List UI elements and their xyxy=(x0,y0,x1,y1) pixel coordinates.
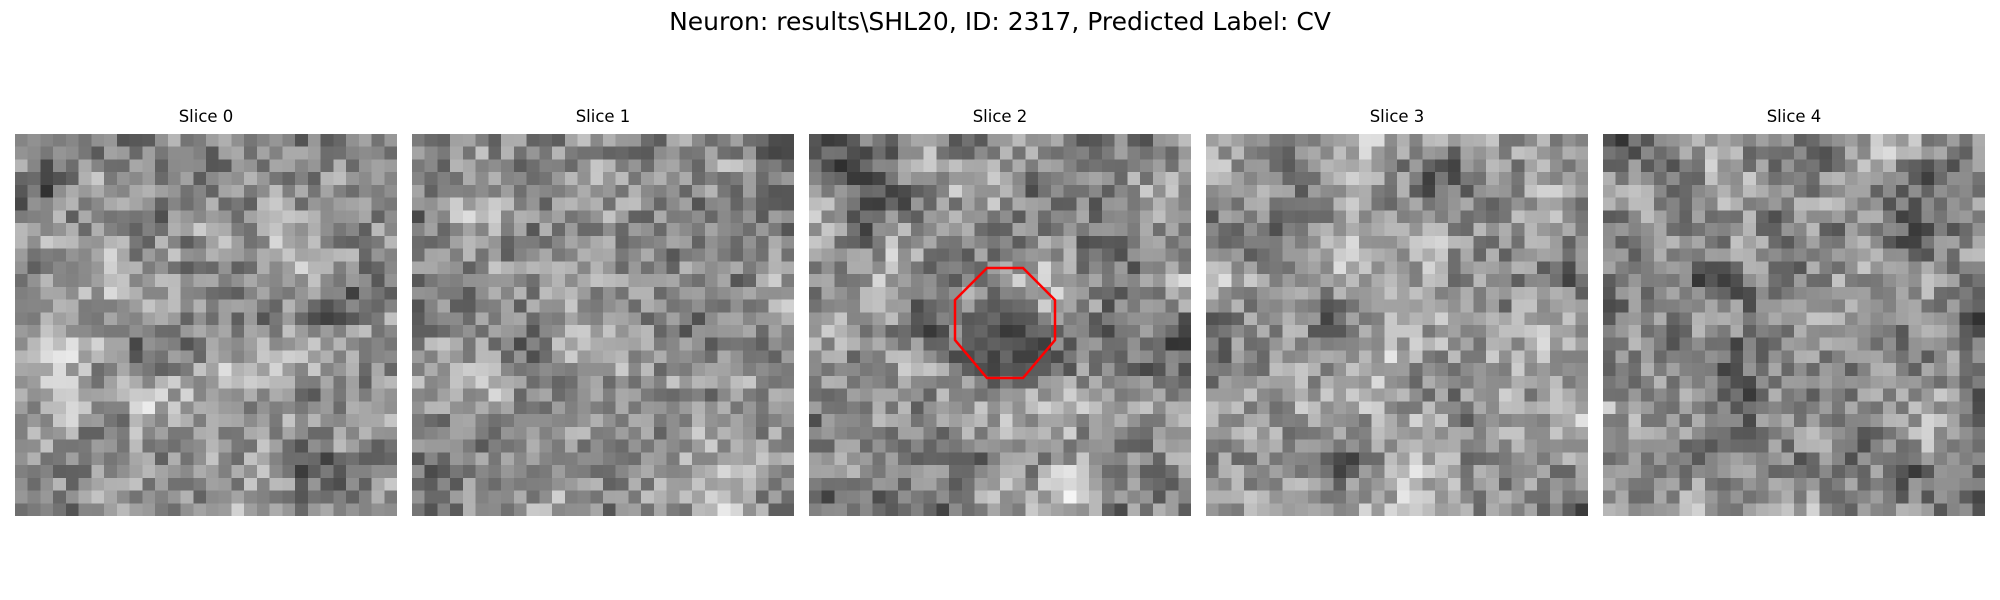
slice-title: Slice 1 xyxy=(412,106,794,128)
slice-image xyxy=(15,134,397,516)
slice-image xyxy=(809,134,1191,516)
slice-image xyxy=(1206,134,1588,516)
slice-title: Slice 4 xyxy=(1603,106,1985,128)
slice-title: Slice 2 xyxy=(809,106,1191,128)
figure-title: Neuron: results\SHL20, ID: 2317, Predict… xyxy=(0,6,2000,38)
slice-image xyxy=(1603,134,1985,516)
slice-title: Slice 0 xyxy=(15,106,397,128)
slice-title: Slice 3 xyxy=(1206,106,1588,128)
slice-image xyxy=(412,134,794,516)
